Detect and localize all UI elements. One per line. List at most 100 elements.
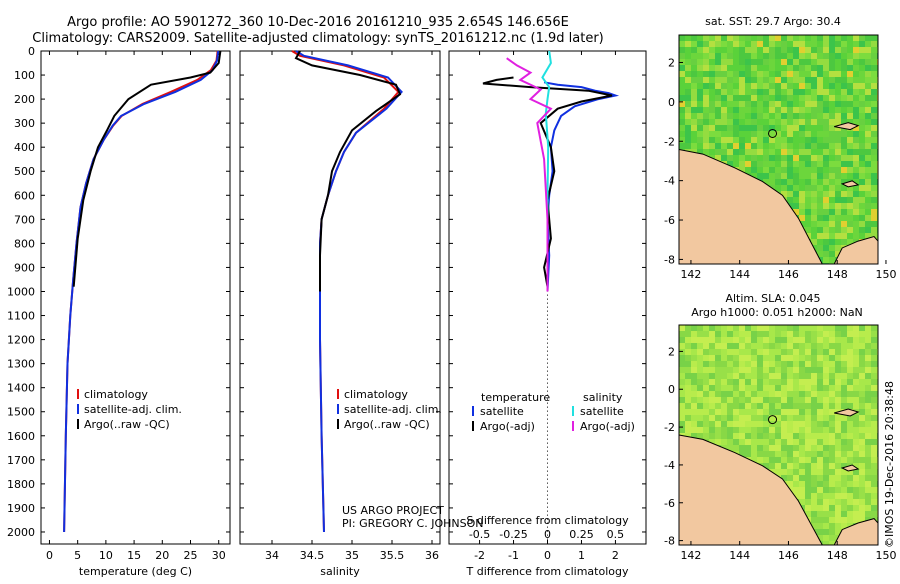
depth-tick-label: 1300 [7, 358, 35, 371]
map-cell [691, 379, 697, 385]
map-cell [817, 203, 823, 209]
map-cell [781, 379, 787, 385]
map-cell [805, 409, 811, 415]
map-cell [703, 71, 709, 77]
map-cell [739, 403, 745, 409]
map-cell [853, 325, 859, 331]
map-cell [835, 529, 841, 535]
map-cell [781, 403, 787, 409]
map-cell [769, 397, 775, 403]
map-cell [805, 83, 811, 89]
map-cell [871, 439, 877, 445]
map-cell [751, 89, 757, 95]
map-cell [865, 409, 871, 415]
map-cell [739, 161, 745, 167]
map-cell [871, 355, 877, 361]
diff-series-s-argo [506, 57, 553, 292]
map-cell [763, 385, 769, 391]
map-cell [739, 427, 745, 433]
map-cell [823, 523, 829, 529]
map-cell [775, 65, 781, 71]
map-cell [811, 179, 817, 185]
depth-tick-label: 1100 [7, 310, 35, 323]
map-cell [799, 499, 805, 505]
map-cell [781, 71, 787, 77]
map-cell [787, 47, 793, 53]
map-cell [739, 421, 745, 427]
map-cell [757, 65, 763, 71]
map-cell [871, 107, 877, 113]
map-cell [763, 373, 769, 379]
map-cell [871, 457, 877, 463]
map-cell [865, 481, 871, 487]
map-cell [871, 143, 877, 149]
map-cell [727, 403, 733, 409]
map-cell [811, 161, 817, 167]
map-cell [847, 221, 853, 227]
map-cell [859, 95, 865, 101]
map-cell [685, 35, 691, 41]
map-cell [811, 499, 817, 505]
map-cell [691, 373, 697, 379]
map-cell [715, 331, 721, 337]
map-cell [691, 125, 697, 131]
map-cell [865, 493, 871, 499]
map-cell [793, 173, 799, 179]
map-cell [835, 209, 841, 215]
map-cell [763, 379, 769, 385]
map-cell [811, 125, 817, 131]
map-cell [835, 35, 841, 41]
map-cell [853, 403, 859, 409]
map-cell [859, 59, 865, 65]
legend-label: satellite-adj. clim. [344, 403, 442, 416]
x-tick-label: 20 [155, 549, 169, 562]
map-cell [733, 361, 739, 367]
map-cell [865, 161, 871, 167]
map-cell [745, 355, 751, 361]
map-cell [841, 203, 847, 209]
map-cell [685, 107, 691, 113]
map-cell [859, 517, 865, 523]
map-cell [715, 71, 721, 77]
map-cell [709, 53, 715, 59]
map-cell [805, 349, 811, 355]
map-cell [817, 191, 823, 197]
map-cell [781, 469, 787, 475]
map-cell [853, 439, 859, 445]
map-cell [697, 95, 703, 101]
map-cell [811, 227, 817, 233]
map-cell [817, 227, 823, 233]
map-cell [853, 89, 859, 95]
map-cell [775, 403, 781, 409]
map-cell [811, 451, 817, 457]
map-cell [793, 325, 799, 331]
map-cell [817, 83, 823, 89]
map-cell [727, 445, 733, 451]
map-cell [739, 119, 745, 125]
map-cell [727, 149, 733, 155]
map-cell [811, 59, 817, 65]
map-cell [769, 53, 775, 59]
map-cell [727, 131, 733, 137]
map-cell [871, 125, 877, 131]
map-cell [745, 71, 751, 77]
map-cell [781, 53, 787, 59]
map-cell [805, 179, 811, 185]
map-cell [751, 65, 757, 71]
map-cell [823, 251, 829, 257]
map-cell [757, 373, 763, 379]
map-cell [769, 101, 775, 107]
map-cell [715, 77, 721, 83]
map-cell [727, 331, 733, 337]
map-cell [853, 427, 859, 433]
map-cell [799, 343, 805, 349]
map-cell [853, 481, 859, 487]
map-cell [835, 439, 841, 445]
map-cell [775, 101, 781, 107]
map-cell [793, 35, 799, 41]
map-cell [691, 331, 697, 337]
map-cell [811, 185, 817, 191]
map-cell [847, 355, 853, 361]
map-cell [685, 95, 691, 101]
map-cell [679, 373, 685, 379]
